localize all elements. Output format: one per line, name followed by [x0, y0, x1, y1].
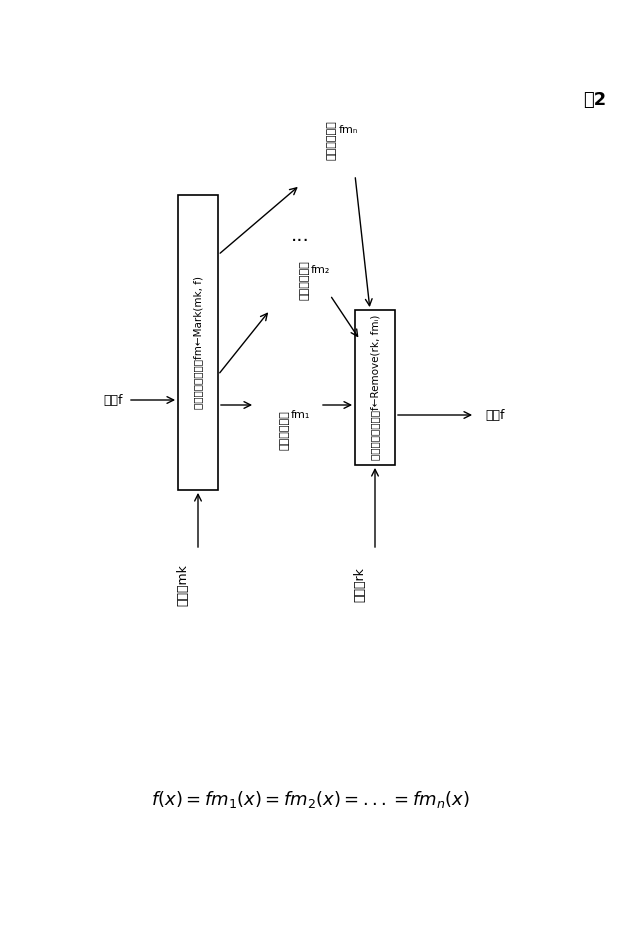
- Text: fm₁: fm₁: [291, 410, 310, 420]
- Text: ...: ...: [291, 226, 309, 245]
- Text: 透かし付関数: 透かし付関数: [327, 120, 337, 160]
- Text: 図2: 図2: [584, 91, 607, 109]
- Text: 関数f: 関数f: [103, 393, 123, 407]
- Bar: [178, 195, 218, 490]
- Text: 透かし付関数: 透かし付関数: [280, 410, 290, 450]
- Text: 埋込鍵mk: 埋込鍵mk: [177, 564, 189, 606]
- Text: 関数f: 関数f: [485, 409, 505, 422]
- Text: fmₙ: fmₙ: [339, 125, 358, 135]
- Text: fm₂: fm₂: [310, 265, 330, 275]
- Text: $f(x)=fm_1(x)=fm_2(x)=...=fm_n(x)$: $f(x)=fm_1(x)=fm_2(x)=...=fm_n(x)$: [150, 790, 469, 811]
- Text: 除去アルゴリズムf←Remove(rk, fmᵢ): 除去アルゴリズムf←Remove(rk, fmᵢ): [370, 315, 380, 460]
- Text: 埋込アルゴリズムfm←Mark(mk, f): 埋込アルゴリズムfm←Mark(mk, f): [193, 276, 203, 409]
- Text: 透かし付関数: 透かし付関数: [300, 260, 310, 300]
- Bar: [355, 310, 395, 465]
- Text: 除去鍵rk: 除去鍵rk: [353, 568, 367, 602]
